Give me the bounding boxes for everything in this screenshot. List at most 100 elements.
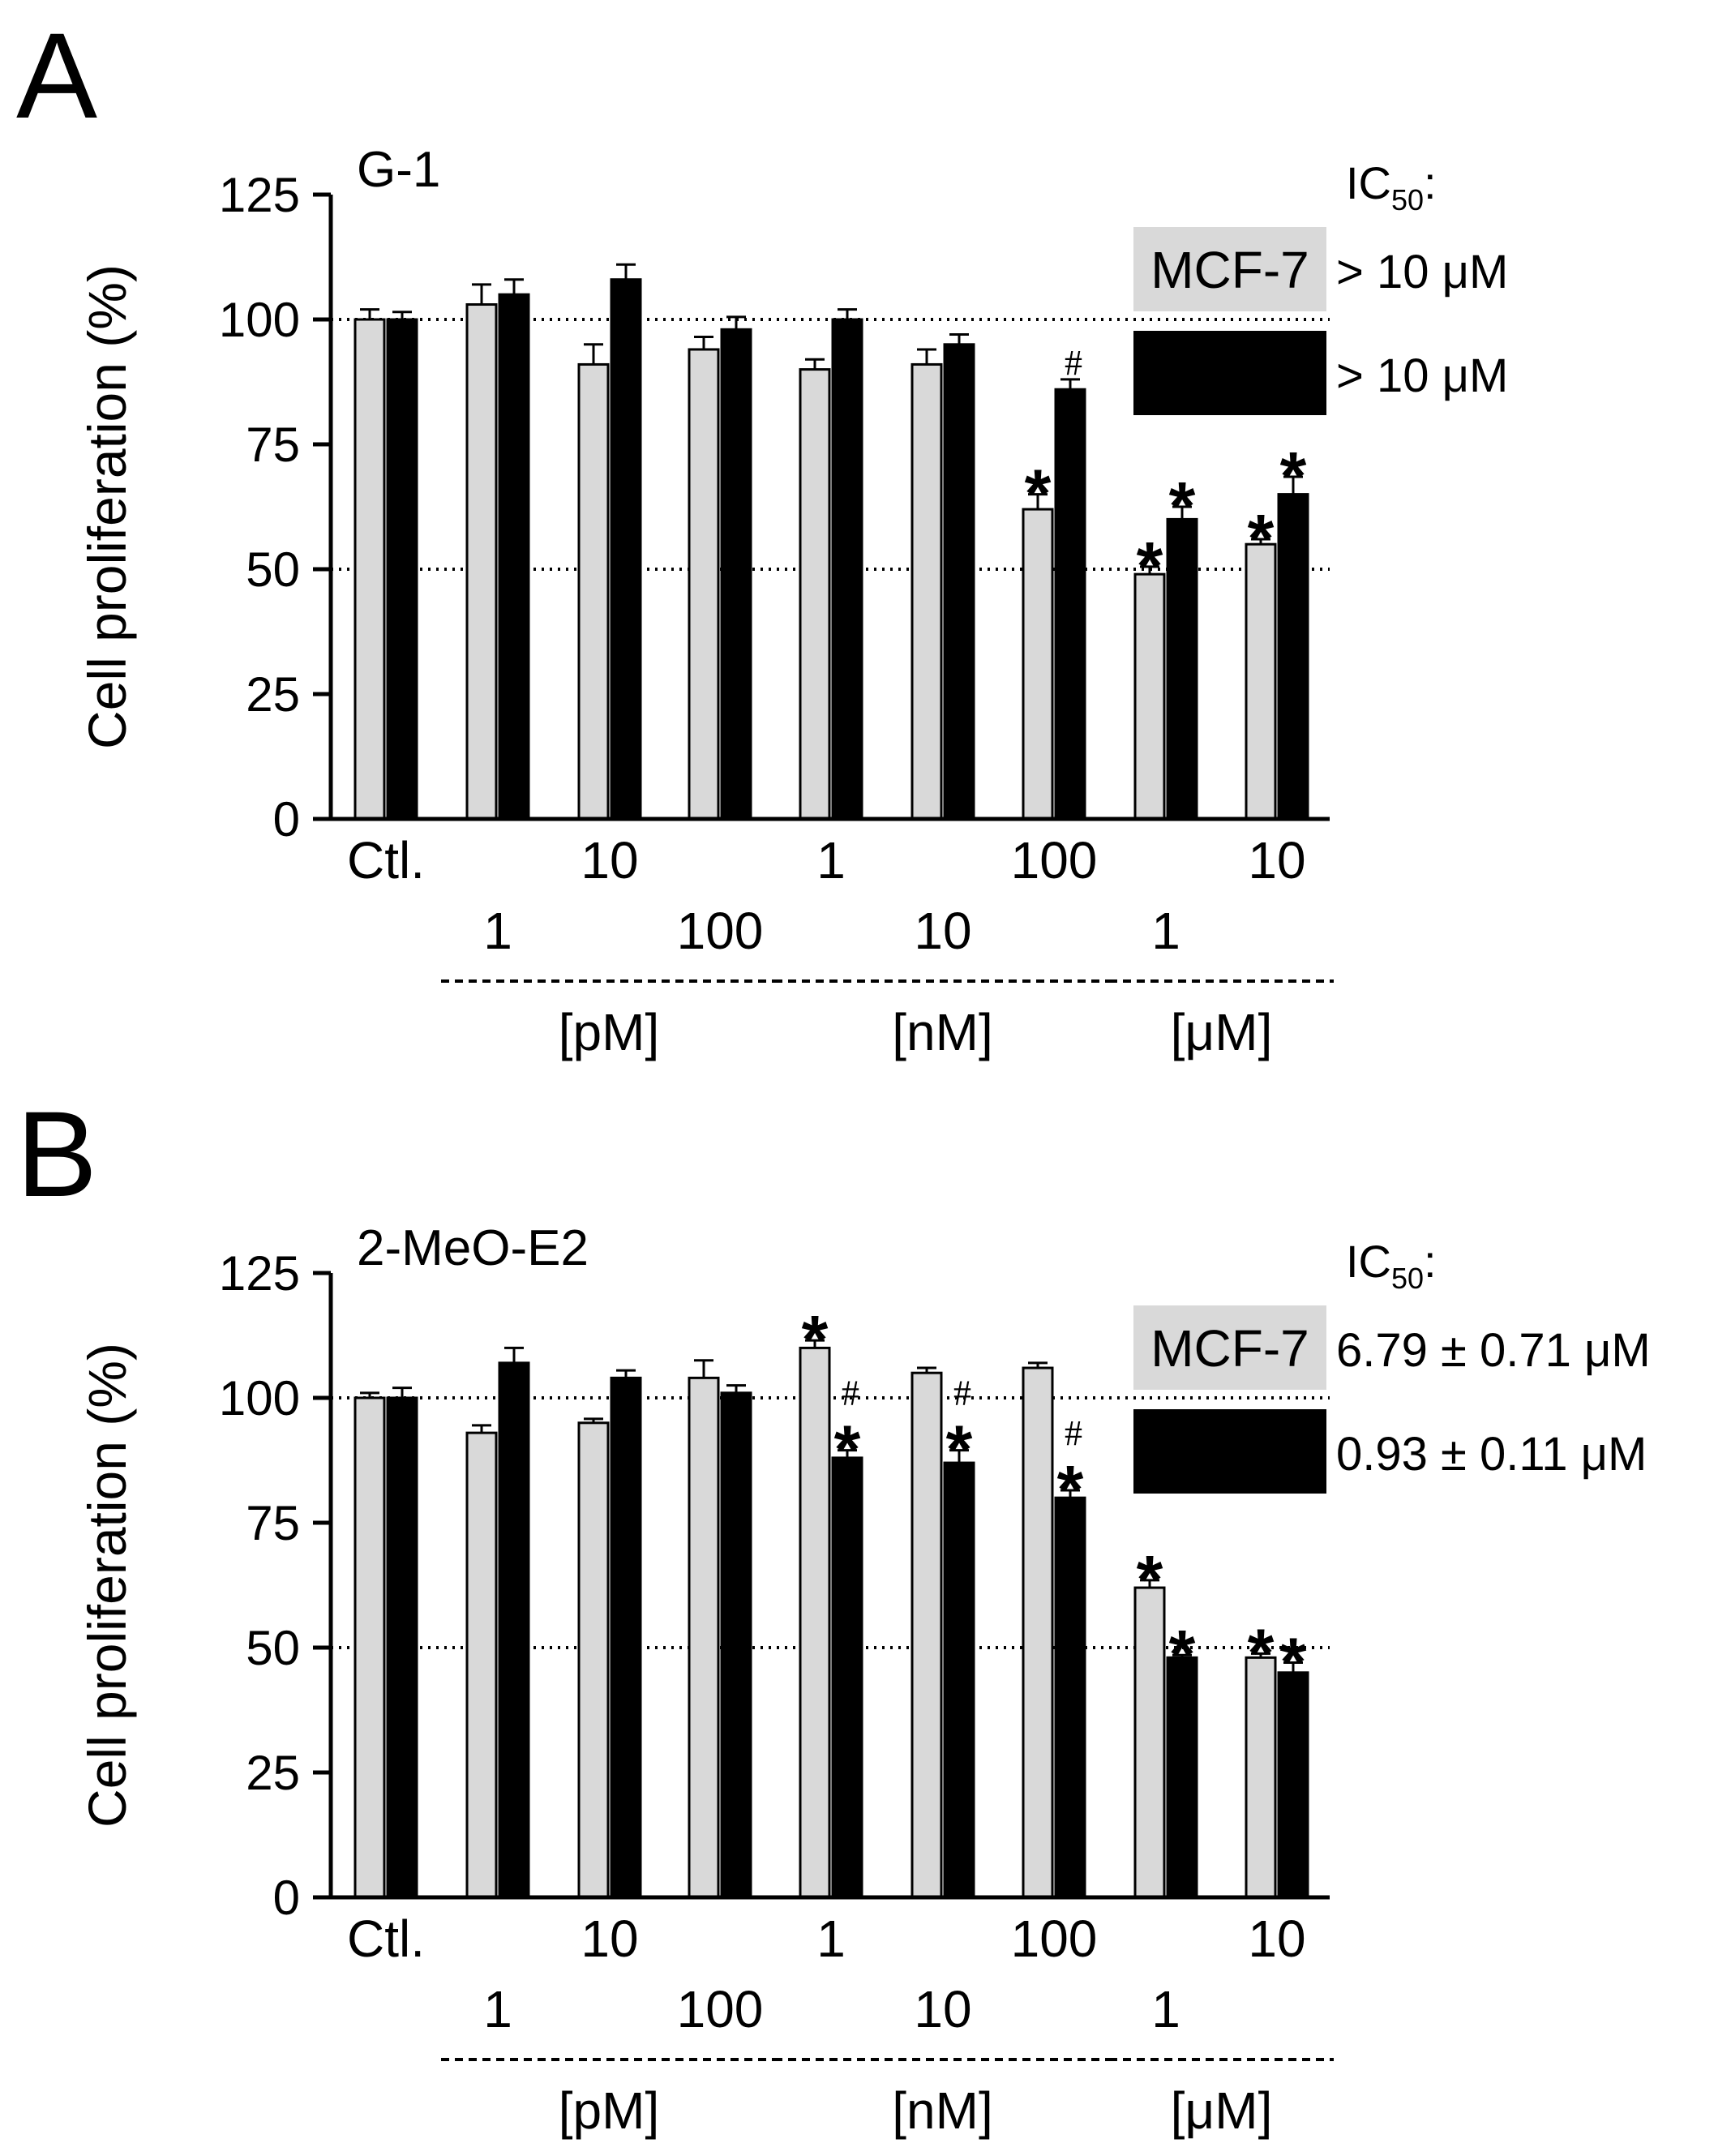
y-tick-label: 75 (246, 1496, 300, 1550)
ic50-value: 6.79 ± 0.71 μM (1336, 1324, 1651, 1377)
bar-lted (831, 1456, 863, 1899)
significance-star: * (1169, 1616, 1196, 1692)
bar-lted (1166, 1656, 1198, 1899)
bar-lted (831, 318, 863, 821)
significance-hash: # (1065, 343, 1082, 383)
significance-star: * (1248, 1614, 1275, 1691)
bar-lted (1054, 388, 1086, 821)
bar-mcf7 (577, 1421, 610, 1899)
unit-label: [pM] (559, 2081, 659, 2140)
bar-mcf7 (799, 1346, 831, 1899)
significance-star: * (802, 1301, 829, 1378)
y-tick-label: 125 (219, 168, 300, 222)
x-tick-label: 10 (1248, 1910, 1305, 1968)
bar-lted (498, 1361, 530, 1899)
x-tick-label: 10 (914, 1980, 971, 2038)
significance-star: * (1057, 1451, 1084, 1528)
bar-lted (943, 1461, 975, 1899)
bar-mcf7 (465, 1431, 498, 1899)
y-tick-label: 0 (273, 1871, 300, 1925)
significance-star: * (1280, 438, 1307, 514)
unit-label: [μM] (1171, 2081, 1273, 2140)
ic50-title: IC50: (1346, 1236, 1437, 1295)
x-tick-label: 10 (1248, 831, 1305, 889)
bar-mcf7 (1133, 1586, 1166, 1899)
bar-mcf7 (910, 362, 943, 821)
significance-star: * (1137, 528, 1163, 604)
x-tick-label: 10 (914, 902, 971, 960)
bar-lted (386, 1396, 418, 1899)
bar-lted (498, 293, 530, 821)
bar-lted (610, 278, 642, 821)
bar-mcf7 (577, 362, 610, 821)
x-tick-label: 1 (816, 1910, 846, 1968)
bar-lted (610, 1376, 642, 1899)
bar-mcf7 (799, 368, 831, 821)
x-tick-label: 1 (483, 902, 512, 960)
ic50-value: > 10 μM (1336, 246, 1508, 298)
panel-letter: B (16, 1086, 97, 1222)
legend-label: MCF-7 (1150, 1319, 1309, 1378)
chart-title: G-1 (357, 142, 440, 198)
y-tick-label: 100 (219, 1371, 300, 1425)
bar-mcf7 (353, 318, 386, 821)
bar-lted (943, 343, 975, 821)
bar-lted (1166, 517, 1198, 821)
y-tick-label: 50 (246, 1621, 300, 1675)
significance-hash: # (1065, 1413, 1082, 1453)
bar-lted (1054, 1496, 1086, 1899)
y-tick-label: 25 (246, 1746, 300, 1800)
x-tick-label: 1 (1151, 902, 1180, 960)
significance-hash: # (953, 1374, 971, 1413)
x-tick-label: 1 (816, 831, 846, 889)
legend-swatch-lted (1133, 331, 1326, 415)
bar-mcf7 (1022, 1366, 1054, 1899)
y-axis-label: Cell proliferation (%) (77, 264, 137, 749)
y-tick-label: 50 (246, 542, 300, 597)
significance-star: * (1280, 1623, 1307, 1700)
significance-star: * (1248, 500, 1275, 577)
legend-label: LTED (1166, 345, 1295, 403)
significance-hash: # (842, 1374, 859, 1413)
bar-mcf7 (1245, 1656, 1277, 1899)
bar-mcf7 (910, 1371, 943, 1899)
y-tick-label: 0 (273, 792, 300, 847)
x-tick-label: 10 (581, 1910, 638, 1968)
bar-lted (720, 1391, 752, 1899)
x-tick-label: 1 (483, 1980, 512, 2038)
significance-star: * (834, 1412, 861, 1488)
unit-label: [nM] (892, 1003, 992, 1061)
unit-label: [nM] (892, 2081, 992, 2140)
y-tick-label: 75 (246, 418, 300, 472)
bar-mcf7 (688, 348, 720, 821)
unit-label: [pM] (559, 1003, 659, 1061)
significance-star: * (1025, 456, 1052, 532)
legend-label: MCF-7 (1150, 241, 1309, 299)
legend-swatch-lted (1133, 1409, 1326, 1494)
ic50-value: > 10 μM (1336, 349, 1508, 402)
x-tick-label: Ctl. (347, 1910, 425, 1968)
y-tick-label: 125 (219, 1246, 300, 1301)
x-tick-label: 100 (677, 1980, 764, 2038)
x-tick-label: 100 (677, 902, 764, 960)
bar-lted (386, 318, 418, 821)
y-axis-label: Cell proliferation (%) (77, 1343, 137, 1828)
x-tick-label: 10 (581, 831, 638, 889)
bar-lted (1277, 493, 1309, 821)
legend-swatch-mcf7 (1133, 227, 1326, 311)
ic50-value: 0.93 ± 0.11 μM (1336, 1428, 1647, 1481)
x-tick-label: 1 (1151, 1980, 1180, 2038)
bar-mcf7 (1022, 508, 1054, 821)
significance-star: * (1137, 1541, 1163, 1618)
legend-label: LTED (1166, 1423, 1295, 1481)
x-tick-label: Ctl. (347, 831, 425, 889)
legend-swatch-mcf7 (1133, 1305, 1326, 1390)
bar-mcf7 (1133, 572, 1166, 821)
y-tick-label: 25 (246, 667, 300, 722)
bar-lted (720, 328, 752, 821)
bar-mcf7 (353, 1396, 386, 1899)
bar-mcf7 (465, 303, 498, 821)
bar-lted (1277, 1671, 1309, 1899)
ic50-title: IC50: (1346, 157, 1437, 216)
